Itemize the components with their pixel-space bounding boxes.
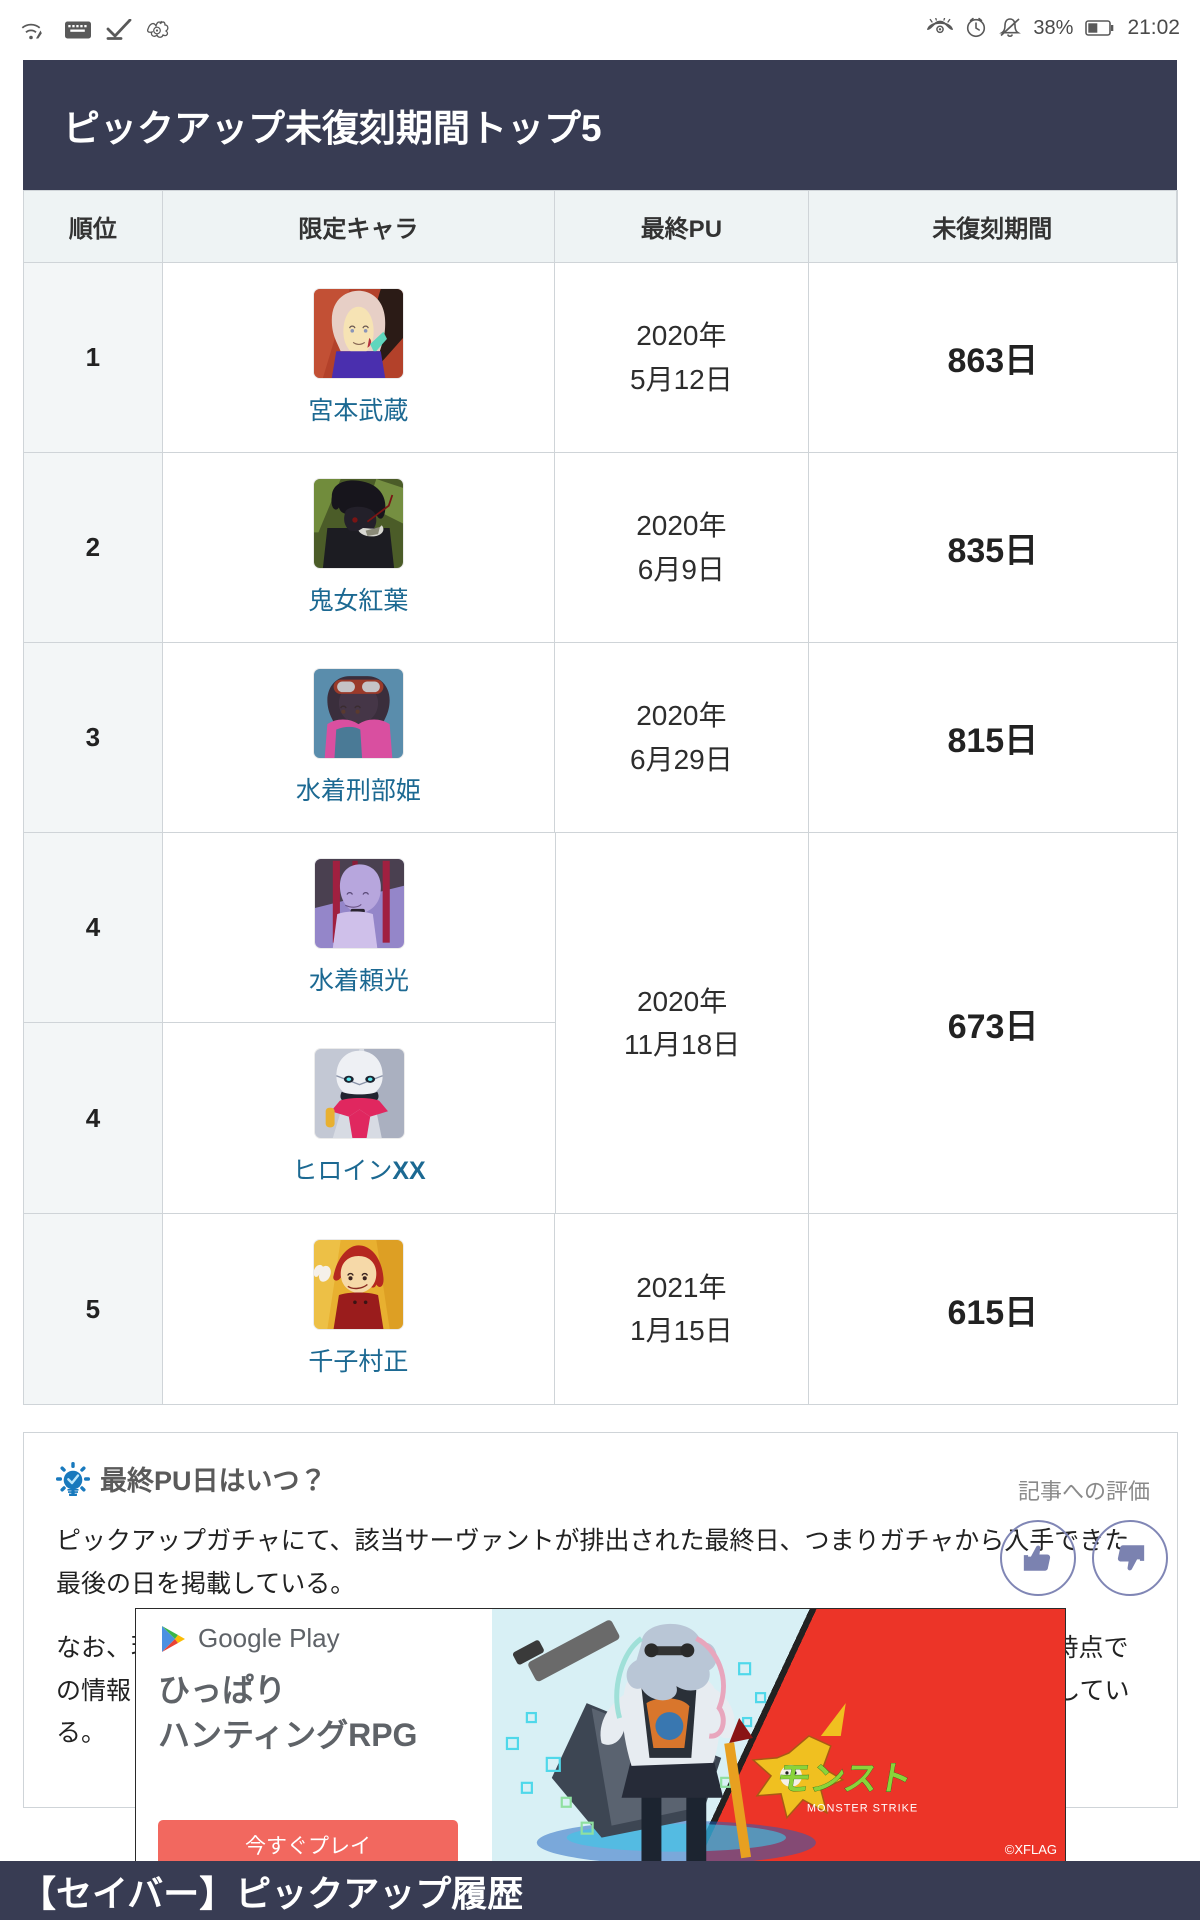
svg-text:モンスト: モンスト bbox=[774, 1760, 915, 1798]
svg-text:MONSTER STRIKE: MONSTER STRIKE bbox=[807, 1803, 918, 1815]
